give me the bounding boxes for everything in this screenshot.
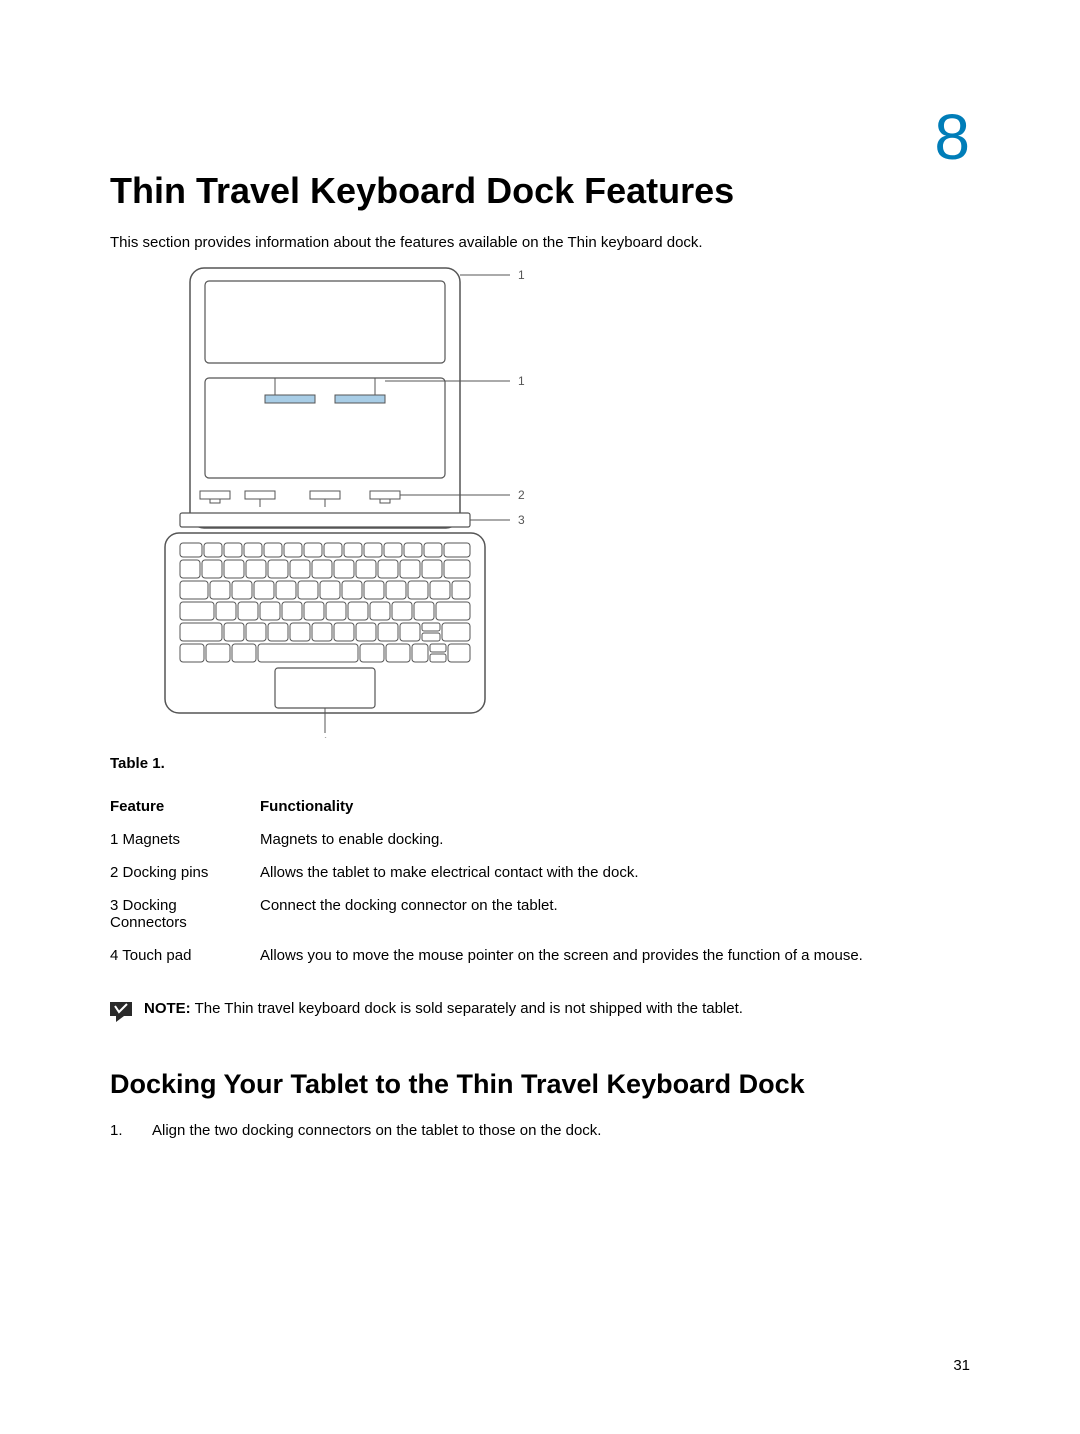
step-number: 1. — [110, 1122, 128, 1139]
callout-1-top: 1 — [518, 268, 525, 282]
functionality-cell: Allows you to move the mouse pointer on … — [260, 939, 970, 972]
note-body: The Thin travel keyboard dock is sold se… — [191, 1000, 743, 1017]
callout-2: 2 — [518, 488, 525, 502]
feature-cell: 3 Docking Connectors — [110, 889, 260, 939]
table-row: 4 Touch pad Allows you to move the mouse… — [110, 939, 970, 972]
table-row: 2 Docking pins Allows the tablet to make… — [110, 856, 970, 889]
callout-4: 4 — [321, 735, 328, 738]
feature-table: Feature Functionality 1 Magnets Magnets … — [110, 790, 970, 972]
feature-cell: 1 Magnets — [110, 823, 260, 856]
note-text: NOTE: The Thin travel keyboard dock is s… — [144, 1000, 743, 1017]
page-number: 31 — [953, 1357, 970, 1374]
section-heading: Docking Your Tablet to the Thin Travel K… — [110, 1069, 970, 1100]
callout-3: 3 — [518, 513, 525, 527]
feature-cell: 4 Touch pad — [110, 939, 260, 972]
functionality-cell: Allows the tablet to make electrical con… — [260, 856, 970, 889]
table-caption: Table 1. — [110, 755, 970, 772]
note-label: NOTE: — [144, 1000, 191, 1017]
table-row: 3 Docking Connectors Connect the docking… — [110, 889, 970, 939]
note-block: NOTE: The Thin travel keyboard dock is s… — [110, 1000, 970, 1027]
table-row: 1 Magnets Magnets to enable docking. — [110, 823, 970, 856]
callout-1-mid: 1 — [518, 374, 525, 388]
table-header-feature: Feature — [110, 790, 260, 823]
table-header-functionality: Functionality — [260, 790, 970, 823]
page-title: Thin Travel Keyboard Dock Features — [110, 170, 970, 212]
intro-text: This section provides information about … — [110, 234, 970, 251]
chapter-number: 8 — [934, 100, 970, 174]
step-list: 1. Align the two docking connectors on t… — [110, 1122, 970, 1139]
keyboard-dock-diagram: 1 1 2 3 — [110, 263, 970, 743]
note-icon — [110, 1002, 132, 1027]
functionality-cell: Magnets to enable docking. — [260, 823, 970, 856]
list-item: 1. Align the two docking connectors on t… — [110, 1122, 970, 1139]
feature-cell: 2 Docking pins — [110, 856, 260, 889]
functionality-cell: Connect the docking connector on the tab… — [260, 889, 970, 939]
step-text: Align the two docking connectors on the … — [152, 1122, 601, 1139]
